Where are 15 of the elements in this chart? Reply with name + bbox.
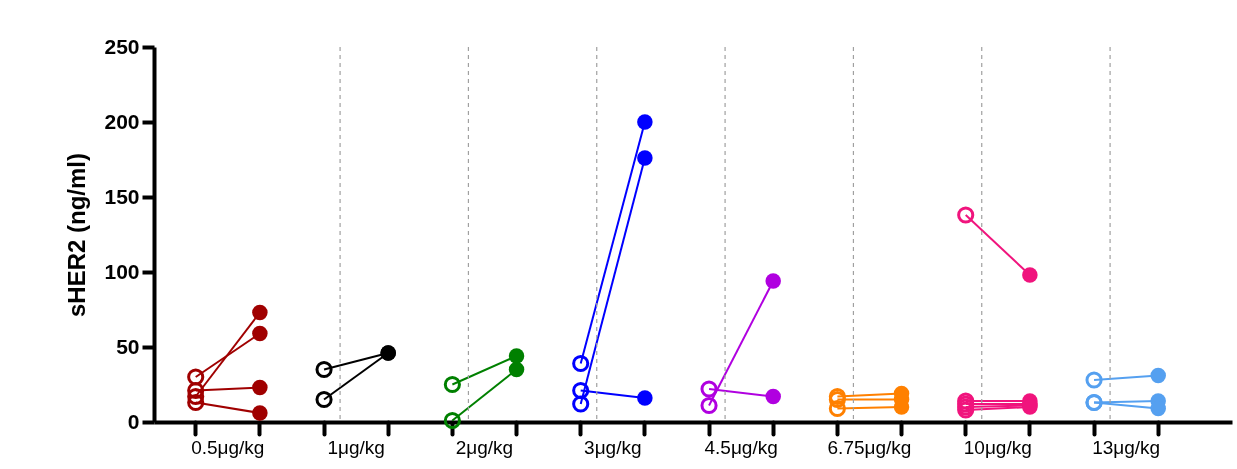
y-tick-label: 150 — [104, 184, 140, 208]
y-tick-label: 100 — [104, 259, 140, 283]
x-tick-label: 0.5μg/kg — [191, 436, 265, 458]
y-tick-label: 250 — [104, 34, 140, 58]
x-tick-label: 6.75μg/kg — [827, 436, 912, 458]
y-tick-label: 50 — [116, 334, 140, 358]
y-tick-label: 200 — [104, 109, 140, 133]
y-tick-label: 0 — [127, 409, 140, 433]
x-tick-label: 13μg/kg — [1092, 436, 1161, 458]
x-tick-label: 3μg/kg — [584, 436, 642, 458]
x-tick-label: 10μg/kg — [963, 436, 1032, 458]
x-tick-label: 2μg/kg — [455, 436, 514, 458]
x-tick-label: 1μg/kg — [327, 436, 385, 458]
y-axis-title: sHER2 (ng/ml) — [63, 152, 91, 318]
x-tick-label: 4.5μg/kg — [704, 436, 778, 458]
